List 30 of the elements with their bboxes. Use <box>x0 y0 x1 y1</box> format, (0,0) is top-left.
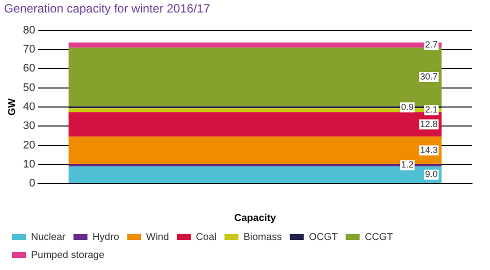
y-tick-label: 20 <box>22 139 36 152</box>
data-label: 30.7 <box>420 72 438 82</box>
chart-title: Generation capacity for winter 2016/17 <box>4 2 210 16</box>
bar <box>68 166 442 184</box>
y-tick-label: 10 <box>22 158 36 170</box>
bar <box>68 112 442 137</box>
legend-label: Biomass <box>243 232 282 243</box>
y-axis-title: GW <box>6 98 18 116</box>
legend-label: OCGT <box>308 232 338 243</box>
legend-label: Pumped storage <box>31 250 105 261</box>
legend-label: Wind <box>146 232 169 243</box>
data-label: 2.1 <box>425 104 438 115</box>
legend-label: Nuclear <box>31 232 66 243</box>
data-label: 9.0 <box>425 169 438 180</box>
x-axis-title: Capacity <box>234 212 276 224</box>
y-tick-label: 60 <box>22 62 36 75</box>
y-tick-label: 40 <box>22 101 36 114</box>
legend-label: CCGT <box>364 232 394 243</box>
y-tick-label: 50 <box>22 82 36 94</box>
data-label: 0.9 <box>401 102 414 112</box>
data-label: 12.8 <box>420 118 438 129</box>
y-tick-label: 80 <box>22 24 36 36</box>
data-label: 2.7 <box>425 40 438 50</box>
y-tick-label: 70 <box>22 44 36 56</box>
legend-label: Coal <box>196 232 216 243</box>
legend-label: Hydro <box>92 232 120 243</box>
y-tick-label: 30 <box>22 120 36 132</box>
data-label: 14.3 <box>420 144 438 155</box>
data-label: 1.2 <box>401 160 414 170</box>
y-tick-label: 0 <box>29 178 36 190</box>
